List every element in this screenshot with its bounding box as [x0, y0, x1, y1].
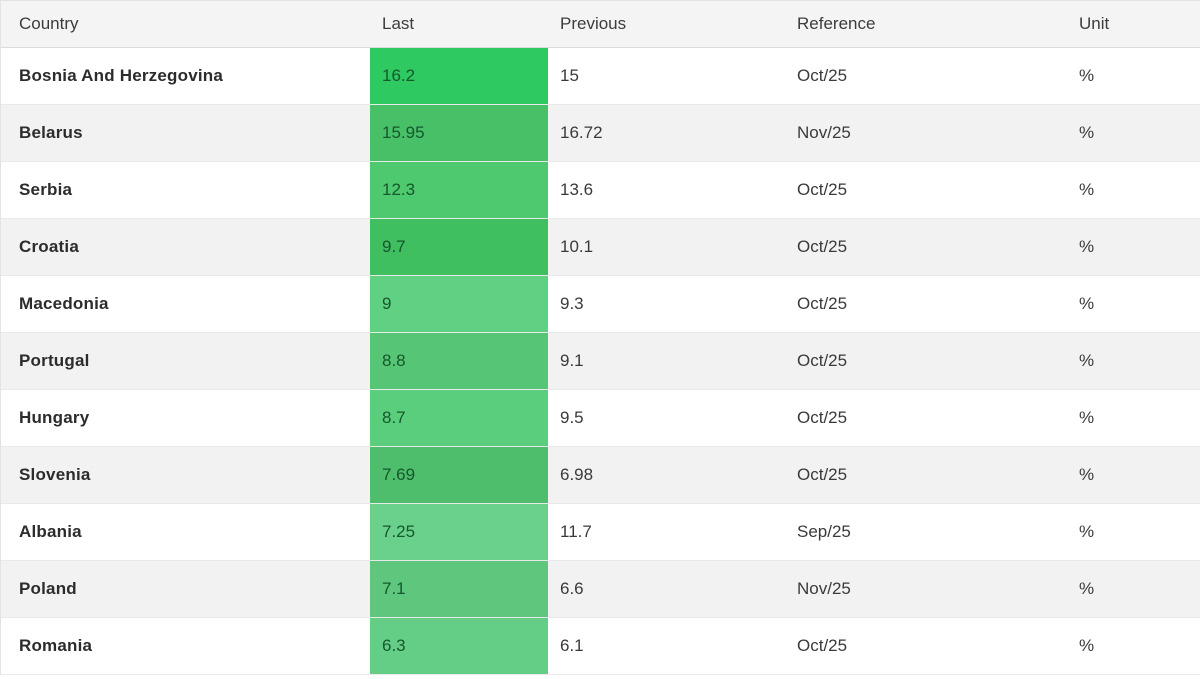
country-cell[interactable]: Romania	[19, 636, 93, 655]
reference-cell: Sep/25	[797, 522, 851, 541]
country-cell[interactable]: Belarus	[19, 123, 83, 142]
reference-cell: Nov/25	[797, 579, 851, 598]
header-last[interactable]: Last	[382, 14, 415, 33]
unit-cell: %	[1079, 408, 1095, 427]
unit-cell: %	[1079, 579, 1095, 598]
country-cell[interactable]: Poland	[19, 579, 77, 598]
table-row[interactable]: Croatia 9.7 10.1 Oct/25%	[1, 219, 1200, 276]
country-cell[interactable]: Bosnia And Herzegovina	[19, 66, 224, 85]
unit-cell: %	[1079, 465, 1095, 484]
previous-value-cell: 6.98	[560, 465, 594, 484]
table-row[interactable]: Poland 7.1 6.6 Nov/25%	[1, 561, 1200, 618]
table-row[interactable]: Serbia 12.3 13.6 Oct/25%	[1, 162, 1200, 219]
last-value-cell: 8.7	[370, 390, 548, 446]
unit-cell: %	[1079, 123, 1095, 142]
unit-cell: %	[1079, 294, 1095, 313]
reference-cell: Oct/25	[797, 408, 848, 427]
country-cell[interactable]: Hungary	[19, 408, 90, 427]
unit-cell: %	[1079, 522, 1095, 541]
unit-cell: %	[1079, 66, 1095, 85]
last-value-cell: 9	[370, 276, 548, 332]
country-cell[interactable]: Slovenia	[19, 465, 91, 484]
header-unit[interactable]: Unit	[1079, 14, 1110, 33]
table-body: Bosnia And Herzegovina 16.2 15 Oct/25% Belar…	[1, 48, 1200, 675]
unit-cell: %	[1079, 237, 1095, 256]
country-cell[interactable]: Serbia	[19, 180, 73, 199]
previous-value-cell: 6.6	[560, 579, 584, 598]
table-row[interactable]: Macedonia 9 9.3 Oct/25%	[1, 276, 1200, 333]
last-value-cell: 15.95	[370, 105, 548, 161]
unit-cell: %	[1079, 351, 1095, 370]
previous-value-cell: 9.1	[560, 351, 584, 370]
reference-cell: Oct/25	[797, 636, 848, 655]
previous-value-cell: 11.7	[560, 522, 592, 541]
last-value-cell: 12.3	[370, 162, 548, 218]
country-cell[interactable]: Macedonia	[19, 294, 109, 313]
header-previous[interactable]: Previous	[560, 14, 627, 33]
country-cell[interactable]: Portugal	[19, 351, 90, 370]
previous-value-cell: 9.5	[560, 408, 584, 427]
unit-cell: %	[1079, 180, 1095, 199]
last-value-cell: 6.3	[370, 618, 548, 674]
previous-value-cell: 16.72	[560, 123, 603, 142]
table-row[interactable]: Slovenia 7.69 6.98 Oct/25%	[1, 447, 1200, 504]
table-row[interactable]: Romania 6.3 6.1 Oct/25%	[1, 618, 1200, 675]
header-reference[interactable]: Reference	[797, 14, 876, 33]
table-header-row: Country Last Previous Reference Unit	[1, 0, 1200, 48]
reference-cell: Oct/25	[797, 465, 848, 484]
previous-value-cell: 10.1	[560, 237, 594, 256]
previous-value-cell: 13.6	[560, 180, 594, 199]
last-value-cell: 7.25	[370, 504, 548, 560]
last-value-cell: 7.1	[370, 561, 548, 617]
last-value-cell: 8.8	[370, 333, 548, 389]
table-row[interactable]: Albania 7.25 11.7 Sep/25%	[1, 504, 1200, 561]
table-row[interactable]: Belarus 15.95 16.72 Nov/25%	[1, 105, 1200, 162]
unit-cell: %	[1079, 636, 1095, 655]
reference-cell: Oct/25	[797, 351, 848, 370]
table-row[interactable]: Bosnia And Herzegovina 16.2 15 Oct/25%	[1, 48, 1200, 105]
last-value-cell: 9.7	[370, 219, 548, 275]
last-value-cell: 16.2	[370, 48, 548, 104]
reference-cell: Oct/25	[797, 294, 848, 313]
header-country[interactable]: Country	[19, 14, 79, 33]
previous-value-cell: 9.3	[560, 294, 584, 313]
country-cell[interactable]: Croatia	[19, 237, 79, 256]
reference-cell: Oct/25	[797, 237, 848, 256]
table-row[interactable]: Hungary 8.7 9.5 Oct/25%	[1, 390, 1200, 447]
country-cell[interactable]: Albania	[19, 522, 82, 541]
table-row[interactable]: Portugal 8.8 9.1 Oct/25%	[1, 333, 1200, 390]
reference-cell: Nov/25	[797, 123, 851, 142]
previous-value-cell: 6.1	[560, 636, 584, 655]
reference-cell: Oct/25	[797, 66, 848, 85]
last-value-cell: 7.69	[370, 447, 548, 503]
previous-value-cell: 15	[560, 66, 579, 85]
reference-cell: Oct/25	[797, 180, 848, 199]
